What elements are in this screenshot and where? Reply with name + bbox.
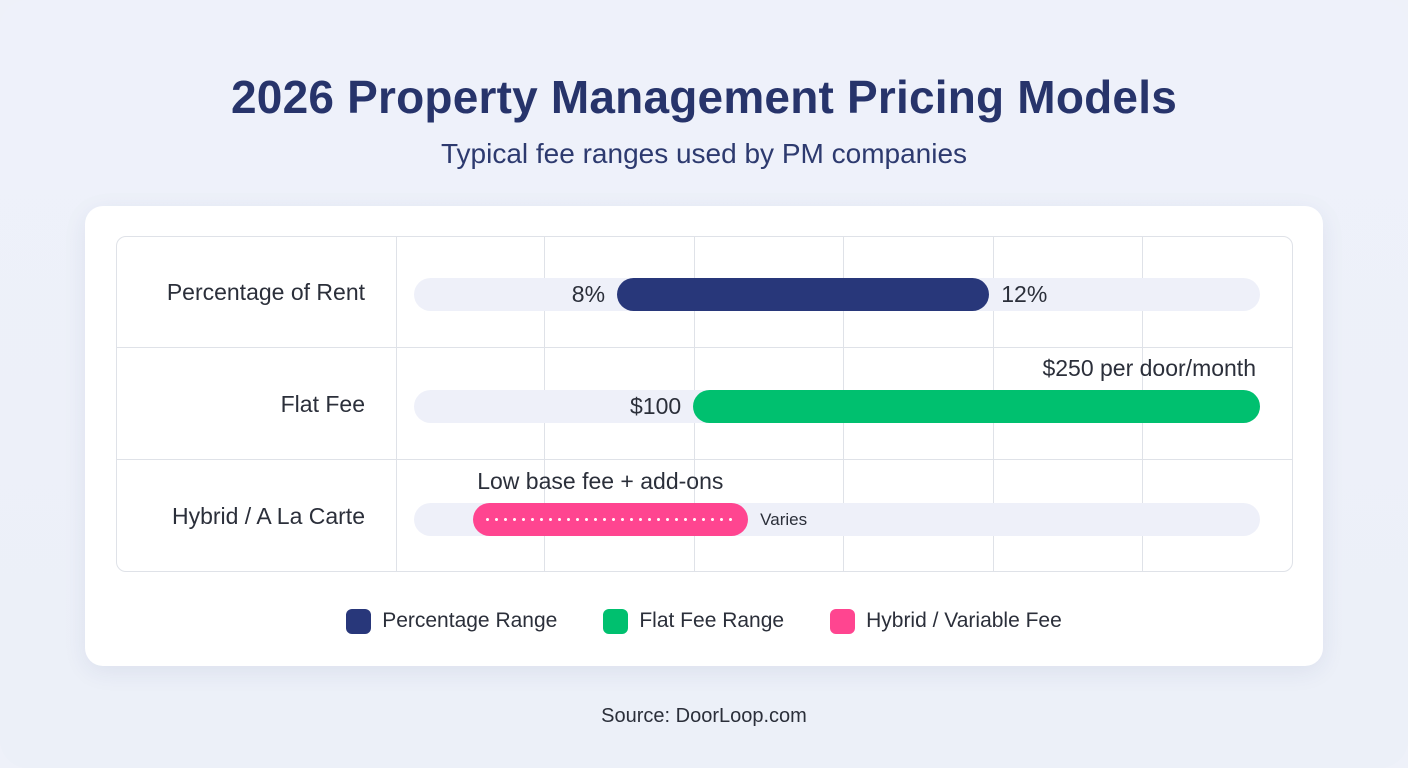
bar-percentage-range bbox=[617, 278, 990, 311]
legend-item-flat-fee: Flat Fee Range bbox=[603, 608, 785, 634]
legend-label: Hybrid / Variable Fee bbox=[866, 609, 1062, 632]
legend-item-hybrid: Hybrid / Variable Fee bbox=[830, 608, 1062, 634]
legend-label: Flat Fee Range bbox=[639, 609, 785, 632]
chart-grid: Percentage of Rent 8% 12% Flat Fee $100 … bbox=[116, 236, 1293, 572]
bar-dot-pattern bbox=[483, 518, 739, 521]
chart-subtitle: Typical fee ranges used by PM companies bbox=[440, 138, 968, 169]
row-label-hybrid: Hybrid / A La Carte bbox=[171, 503, 365, 529]
chart-title: 2026 Property Management Pricing Models bbox=[231, 71, 1177, 123]
bar-end-label: $250 per door/month bbox=[1042, 355, 1256, 381]
bar-flat-fee-range bbox=[693, 390, 1260, 423]
bar-start-label: $100 bbox=[630, 393, 682, 419]
row-separator bbox=[117, 459, 1292, 460]
row-label-flat-fee: Flat Fee bbox=[280, 391, 365, 417]
legend-swatch bbox=[346, 608, 372, 634]
gridline-vertical bbox=[396, 237, 397, 571]
legend-item-percentage: Percentage Range bbox=[346, 608, 558, 634]
row-separator bbox=[117, 347, 1292, 348]
bar-top-label: Low base fee + add-ons bbox=[477, 468, 724, 494]
chart-card: Percentage of Rent 8% 12% Flat Fee $100 … bbox=[85, 206, 1323, 666]
legend-swatch bbox=[830, 608, 856, 634]
source-note: Source: DoorLoop.com bbox=[601, 705, 807, 727]
bar-end-label: Varies bbox=[760, 510, 808, 529]
bar-end-label: 12% bbox=[1001, 281, 1048, 307]
bar-start-label: 8% bbox=[571, 281, 606, 307]
bar-hybrid-variable-fee bbox=[473, 503, 749, 536]
legend-label: Percentage Range bbox=[382, 609, 558, 632]
legend-swatch bbox=[603, 608, 629, 634]
row-label-percentage-of-rent: Percentage of Rent bbox=[166, 279, 365, 305]
chart-legend: Percentage Range Flat Fee Range Hybrid /… bbox=[85, 606, 1323, 636]
